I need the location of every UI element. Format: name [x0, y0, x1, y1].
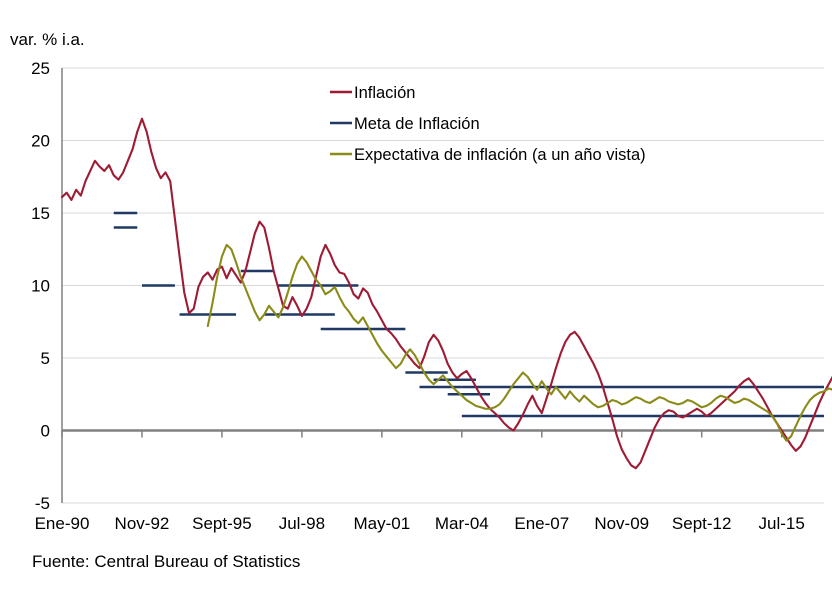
y-axis-tick-label: 25 [31, 59, 50, 78]
y-axis-tick-label: 5 [41, 349, 50, 368]
x-axis-tick-label: Nov-09 [594, 514, 649, 533]
x-axis-tick-label: Jul-15 [759, 514, 805, 533]
y-axis-tick-label: 10 [31, 277, 50, 296]
legend-label: Inflación [354, 84, 415, 102]
x-axis-tick-label: May-01 [354, 514, 411, 533]
source-note: Fuente: Central Bureau of Statistics [32, 552, 301, 571]
x-axis-tick-label: Ene-07 [514, 514, 569, 533]
legend-label: Expectativa de inflación (a un año vista… [354, 146, 646, 164]
y-axis-tick-label: 15 [31, 204, 50, 223]
series-line [60, 117, 832, 470]
legend-label: Meta de Inflación [354, 115, 480, 133]
x-axis-tick-label: Ene-90 [35, 514, 90, 533]
line-chart-plot: -5 0 5 10 15 20 25 Ene-90 Nov-92 Sept-95 Jul-98 May… [31, 59, 832, 533]
y-axis-unit-label: var. % i.a. [10, 30, 85, 49]
y-axis-tick-label: -5 [35, 494, 50, 513]
series-line [206, 243, 832, 442]
x-axis-tick-label: Nov-92 [115, 514, 170, 533]
x-axis-tick-label: Jul-98 [279, 514, 325, 533]
x-axis-tick-label: Sept-95 [192, 514, 252, 533]
y-axis-tick-label: 0 [41, 422, 50, 441]
x-axis-tick-label: Mar-04 [435, 514, 489, 533]
x-axis-tick-label: Sept-12 [672, 514, 732, 533]
y-axis-tick-label: 20 [31, 132, 50, 151]
